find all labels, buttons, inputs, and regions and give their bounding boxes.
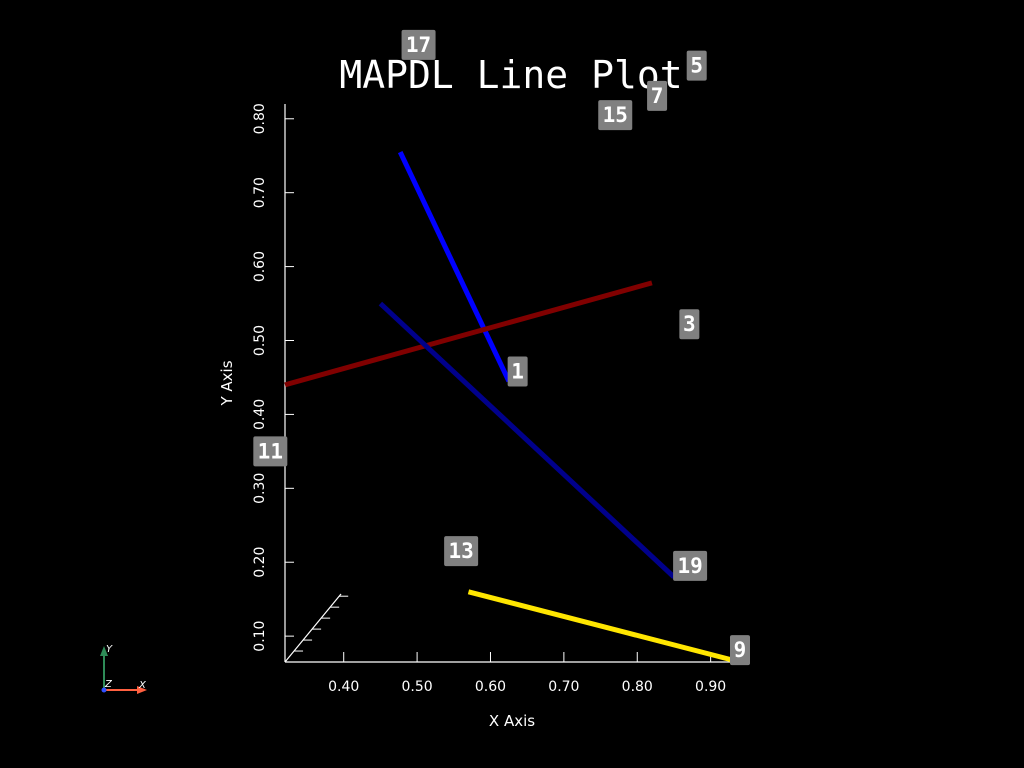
point-label-box [507, 356, 528, 387]
triad-y-label: Y [106, 644, 113, 655]
x-tick-label-3: 0.70 [548, 679, 579, 695]
point-label-box [673, 550, 708, 581]
axis-triad: Y Z X [100, 644, 147, 694]
point-label-box [444, 536, 479, 567]
y-tick-label-2: 0.30 [252, 473, 268, 504]
point-label-box [686, 50, 707, 81]
point-label-13: 13 [444, 536, 479, 567]
point-label-text: 17 [406, 33, 431, 57]
z-axis-line [284, 593, 342, 663]
point-label-15: 15 [598, 100, 633, 131]
point-label-text: 3 [683, 312, 696, 336]
point-label-box [401, 29, 436, 60]
point-label-5: 5 [686, 50, 707, 81]
series-line-1 [284, 280, 653, 388]
point-label-7: 7 [647, 80, 668, 111]
x-tick-label-2: 0.60 [475, 679, 506, 695]
y-tick-label-3: 0.40 [252, 399, 268, 430]
triad-z-axis [101, 687, 107, 693]
point-label-9: 9 [730, 635, 750, 666]
series-line-0 [397, 150, 512, 383]
point-label-text: 19 [677, 554, 702, 578]
x-tick-label-1: 0.50 [402, 679, 433, 695]
y-axis-ticks: 0.10 0.20 0.30 0.40 0.50 0.60 0.70 0.80 [252, 103, 294, 652]
y-tick-label-5: 0.60 [252, 251, 268, 282]
x-axis-label: X Axis [489, 712, 535, 730]
point-label-box [253, 436, 288, 467]
triad-x-arrow [137, 686, 147, 694]
y-tick-label-7: 0.80 [252, 103, 268, 134]
point-label-text: 9 [734, 638, 747, 662]
point-label-text: 5 [690, 54, 703, 78]
y-tick-label-1: 0.20 [252, 547, 268, 578]
series-line-2 [378, 301, 676, 579]
point-label-3: 3 [679, 309, 700, 340]
point-label-text: 1 [511, 360, 524, 384]
point-label-19: 19 [673, 550, 708, 581]
series-line-3 [467, 589, 741, 665]
y-tick-label-0: 0.10 [252, 621, 268, 652]
series-layer [284, 150, 741, 665]
point-label-text: 11 [258, 439, 283, 463]
point-label-text: 15 [603, 103, 628, 127]
chart-title: MAPDL Line Plot [339, 53, 682, 97]
z-axis-ticks [294, 595, 349, 652]
point-label-17: 17 [401, 29, 436, 60]
point-label-text: 7 [651, 84, 664, 108]
point-label-box [679, 309, 700, 340]
triad-z-label: Z [104, 679, 113, 690]
y-axis-label: Y Axis [218, 360, 236, 406]
point-label-box [598, 100, 633, 131]
point-label-11: 11 [253, 436, 288, 467]
triad-x-label: X [138, 680, 147, 691]
x-tick-label-0: 0.40 [328, 679, 359, 695]
triad-y-arrow [100, 646, 108, 656]
x-tick-label-5: 0.90 [695, 679, 726, 695]
point-label-box [730, 635, 750, 666]
y-tick-label-4: 0.50 [252, 325, 268, 356]
point-label-text: 13 [448, 539, 473, 563]
y-tick-label-6: 0.70 [252, 177, 268, 208]
point-label-1: 1 [507, 356, 528, 387]
point-label-box [647, 80, 668, 111]
x-tick-label-4: 0.80 [622, 679, 653, 695]
x-axis-ticks: 0.40 0.50 0.60 0.70 0.80 0.90 [328, 652, 726, 695]
